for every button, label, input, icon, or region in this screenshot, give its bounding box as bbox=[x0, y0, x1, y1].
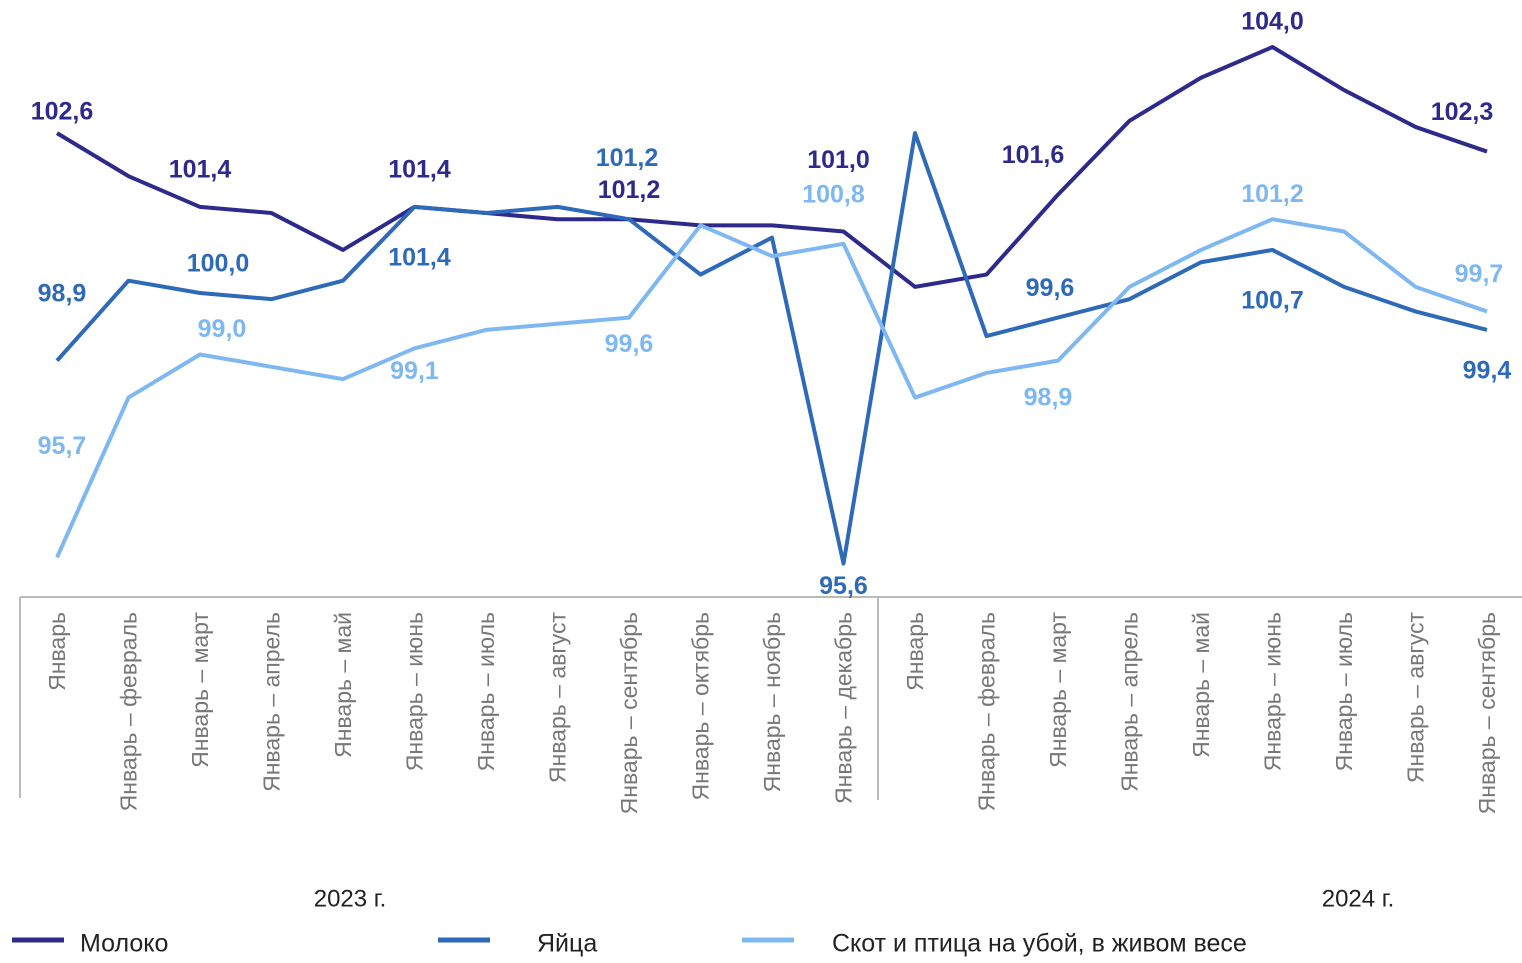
data-label: 99,6 bbox=[1026, 274, 1075, 302]
line-series bbox=[55, 45, 1488, 289]
data-label: 100,8 bbox=[802, 180, 865, 208]
x-tick-label: Январь – июль bbox=[1331, 612, 1357, 771]
x-tick-label: Январь – май bbox=[1188, 612, 1214, 758]
data-label: 102,3 bbox=[1431, 98, 1494, 126]
group-label: 2023 г. bbox=[314, 885, 387, 912]
x-tick-label: Январь – ноябрь bbox=[759, 612, 785, 792]
x-tick-label: Январь – декабрь bbox=[831, 612, 857, 804]
line-series bbox=[55, 217, 1488, 559]
data-label: 101,4 bbox=[388, 244, 451, 272]
data-label: 101,2 bbox=[598, 176, 661, 204]
x-tick-label: Январь – февраль bbox=[974, 612, 1000, 811]
data-label: 101,4 bbox=[169, 156, 232, 184]
x-tick-label: Январь – август bbox=[545, 612, 571, 784]
x-tick-label: Январь bbox=[902, 612, 928, 691]
x-tick-label: Январь – апрель bbox=[1117, 612, 1143, 792]
data-label: 98,9 bbox=[1024, 383, 1073, 411]
x-tick-label: Январь – апрель bbox=[259, 612, 285, 792]
x-tick-label: Январь – сентябрь bbox=[616, 612, 642, 814]
x-tick-label: Январь – февраль bbox=[116, 612, 142, 811]
x-tick-label: Январь – март bbox=[1045, 612, 1071, 768]
x-tick-label: Январь – июнь bbox=[402, 612, 428, 771]
data-label: 101,2 bbox=[596, 144, 659, 172]
x-tick-label: Январь bbox=[44, 612, 70, 691]
data-label: 95,6 bbox=[819, 572, 868, 600]
data-label: 101,2 bbox=[1241, 180, 1304, 208]
data-label: 104,0 bbox=[1241, 8, 1304, 36]
data-label: 99,0 bbox=[198, 315, 247, 343]
data-label: 102,6 bbox=[31, 98, 94, 126]
data-label: 100,0 bbox=[187, 250, 250, 278]
data-label: 101,6 bbox=[1002, 141, 1065, 169]
data-label: 98,9 bbox=[38, 279, 87, 307]
data-label: 99,6 bbox=[605, 330, 654, 358]
x-tick-label: Январь – июль bbox=[473, 612, 499, 771]
data-label: 101,4 bbox=[388, 156, 451, 184]
data-label: 101,0 bbox=[807, 146, 870, 174]
x-tick-label: Январь – июнь bbox=[1260, 612, 1286, 771]
legend-label: Скот и птица на убой, в живом весе bbox=[832, 930, 1247, 958]
x-tick-label: Январь – март bbox=[187, 612, 213, 768]
x-tick-label: Январь – сентябрь bbox=[1474, 612, 1500, 814]
group-label: 2024 г. bbox=[1322, 885, 1395, 912]
x-tick-label: Январь – август bbox=[1403, 612, 1429, 784]
legend-label: Яйца bbox=[537, 930, 597, 958]
x-tick-label: Январь – май bbox=[330, 612, 356, 758]
x-tick-label: Январь – октябрь bbox=[688, 612, 714, 800]
data-label: 95,7 bbox=[38, 432, 87, 460]
data-label: 99,4 bbox=[1463, 357, 1512, 385]
data-label: 99,7 bbox=[1455, 260, 1504, 288]
data-label: 99,1 bbox=[390, 357, 439, 385]
line-series bbox=[55, 131, 1488, 566]
data-label: 100,7 bbox=[1241, 287, 1304, 315]
legend-label: Молоко bbox=[80, 930, 168, 958]
